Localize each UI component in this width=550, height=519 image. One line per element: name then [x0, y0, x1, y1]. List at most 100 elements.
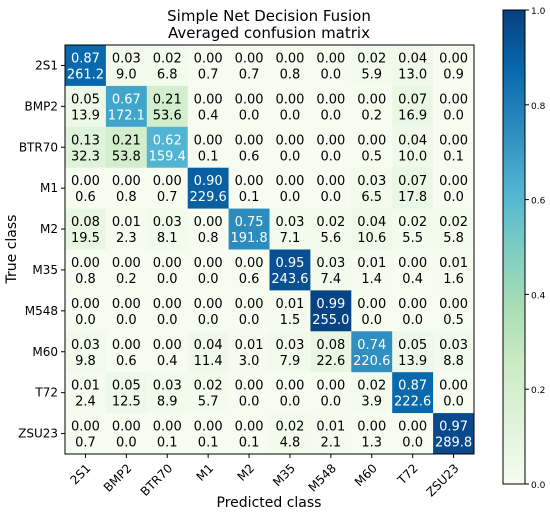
cell-ratio-label: 0.97	[439, 420, 468, 435]
cell-count-label: 0.0	[443, 395, 464, 410]
cell-ratio-label: 0.00	[439, 174, 468, 189]
cell-count-label: 0.0	[280, 149, 301, 164]
x-tick-label: M1	[194, 461, 217, 484]
cell-count-label: 3.9	[361, 395, 382, 410]
x-axis-label: Predicted class	[217, 495, 322, 511]
cell-count-label: 261.2	[67, 67, 104, 82]
heatmap-cell	[105, 126, 148, 169]
heatmap-cell	[146, 249, 189, 291]
cell-count-label: 0.7	[75, 436, 96, 451]
cell-ratio-label: 0.00	[235, 256, 264, 271]
heatmap-cell	[65, 249, 107, 291]
cell-count-label: 255.0	[312, 313, 349, 328]
cell-ratio-label: 0.00	[112, 256, 141, 271]
heatmap-cell	[269, 249, 311, 291]
cell-ratio-label: 0.03	[275, 338, 304, 353]
cell-count-label: 243.6	[271, 272, 308, 287]
heatmap-cell	[228, 45, 270, 87]
heatmap-cell	[310, 167, 352, 210]
heatmap-cell	[65, 290, 107, 332]
heatmap-cell	[187, 126, 230, 169]
heatmap-cell	[269, 45, 311, 87]
cell-ratio-label: 0.00	[71, 420, 100, 435]
cell-count-label: 0.2	[116, 272, 137, 287]
heatmap-cell	[351, 45, 393, 87]
cell-ratio-label: 0.00	[153, 174, 182, 189]
cell-ratio-label: 0.04	[398, 51, 427, 66]
cell-ratio-label: 0.00	[439, 51, 468, 66]
cell-count-label: 1.5	[280, 313, 301, 328]
heatmap-cell	[228, 167, 270, 210]
heatmap-cell	[187, 290, 230, 332]
cell-count-label: 1.4	[361, 272, 382, 287]
cell-count-label: 0.0	[443, 190, 464, 205]
x-tick-label: 2S1	[67, 461, 93, 487]
cell-count-label: 7.1	[280, 231, 301, 246]
cell-count-label: 191.8	[230, 231, 267, 246]
heatmap-cells	[65, 45, 475, 455]
colorbar-tick-label: 0.8	[531, 102, 546, 112]
x-tick-label: BTR70	[138, 461, 176, 499]
cell-ratio-label: 0.01	[316, 420, 345, 435]
cell-count-label: 0.5	[443, 313, 464, 328]
cell-ratio-label: 0.02	[439, 215, 468, 230]
heatmap-cell	[65, 372, 107, 414]
heatmap-cell	[146, 85, 189, 128]
cell-ratio-label: 0.00	[194, 420, 223, 435]
cell-count-label: 8.9	[157, 395, 178, 410]
colorbar	[503, 10, 525, 484]
y-tick-label: M35	[32, 263, 58, 277]
y-axis-label: True class	[4, 215, 20, 285]
heatmap-cell	[187, 45, 230, 87]
x-tick-label: T72	[394, 461, 421, 488]
cell-ratio-label: 0.00	[235, 133, 264, 148]
cell-count-label: 2.3	[116, 231, 137, 246]
x-tick-label: M35	[270, 461, 298, 489]
heatmap-cell	[392, 85, 434, 128]
heatmap-cell	[433, 45, 475, 87]
cell-ratio-label: 0.95	[275, 256, 304, 271]
heatmap-cell	[228, 331, 270, 373]
heatmap-cell	[269, 331, 311, 373]
heatmap-cell	[310, 208, 352, 250]
heatmap-cell	[433, 372, 475, 414]
cell-count-label: 7.9	[280, 354, 301, 369]
cell-count-label: 0.0	[280, 395, 301, 410]
cell-count-label: 8.1	[157, 231, 178, 246]
cell-count-label: 0.1	[239, 436, 260, 451]
cell-ratio-label: 0.90	[194, 174, 223, 189]
heatmap-cell	[351, 167, 393, 210]
cell-count-label: 0.0	[239, 108, 260, 123]
cell-ratio-label: 0.00	[112, 338, 141, 353]
cell-ratio-label: 0.07	[398, 92, 427, 107]
y-tick-label: M548	[25, 304, 58, 318]
cell-count-label: 22.6	[316, 354, 345, 369]
cell-ratio-label: 0.01	[357, 256, 386, 271]
cell-ratio-label: 0.00	[357, 133, 386, 148]
cell-ratio-label: 0.03	[439, 338, 468, 353]
y-axis-ticks: 2S1 BMP2 BTR70 M1 M2 M35 M548 M60 T72 ZSU23	[18, 58, 65, 441]
heatmap-cell-labels: 0.87261.20.039.00.026.80.000.70.000.70.0…	[67, 51, 472, 450]
cell-ratio-label: 0.03	[71, 338, 100, 353]
cell-ratio-label: 0.00	[439, 379, 468, 394]
x-tick-label: ZSU23	[424, 461, 462, 499]
heatmap-cell	[269, 413, 311, 455]
cell-ratio-label: 0.05	[71, 92, 100, 107]
cell-count-label: 0.0	[239, 395, 260, 410]
heatmap-cell	[433, 331, 475, 373]
cell-ratio-label: 0.00	[357, 297, 386, 312]
heatmap-cell	[146, 413, 189, 455]
cell-count-label: 0.0	[321, 149, 342, 164]
cell-count-label: 0.0	[361, 313, 382, 328]
cell-count-label: 6.5	[361, 190, 382, 205]
heatmap-cell	[269, 167, 311, 210]
cell-ratio-label: 0.00	[316, 174, 345, 189]
cell-count-label: 3.0	[239, 354, 260, 369]
cell-count-label: 5.8	[443, 231, 464, 246]
cell-ratio-label: 0.03	[316, 256, 345, 271]
heatmap-cell	[65, 85, 107, 128]
cell-count-label: 0.0	[321, 395, 342, 410]
cell-count-label: 0.0	[239, 313, 260, 328]
heatmap-cell	[269, 208, 311, 250]
heatmap-cell	[351, 331, 393, 373]
